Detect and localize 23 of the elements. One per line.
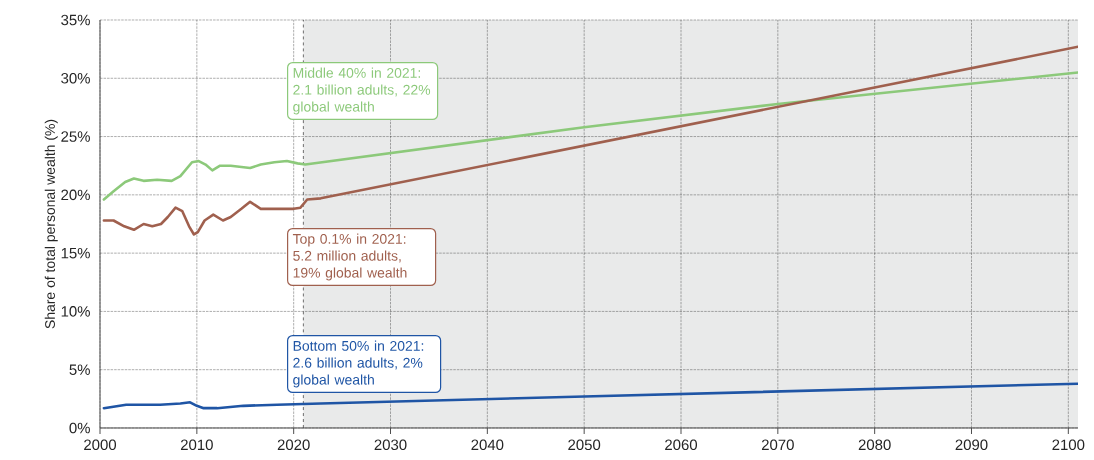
y-tick-label: 25% [61,131,90,142]
x-tick-label: 2000 [84,439,117,451]
y-tick-label: 10% [61,306,90,317]
y-axis-title: Share of total personal wealth (%) [44,119,58,329]
x-tick-label: 2070 [761,439,794,451]
x-tick-label: 2050 [568,439,601,451]
annotation: Top 0.1% in 2021: 5.2 million adults, 19% global wealth [292,233,407,281]
y-tick-label: 20% [61,189,90,201]
x-tick-label: 2060 [665,439,698,451]
annotation: Middle 40% in 2021: 2.1 billion adults, 22% global wealth [293,67,431,115]
x-tick-label: 2010 [180,439,213,451]
y-tick-label: 35% [61,14,90,26]
annotation: Bottom 50% in 2021: 2.6 billion adults, 2% global wealth [293,340,424,388]
x-tick-label: 2080 [858,439,891,451]
y-tick-label: 30% [61,72,90,84]
x-tick-label: 2040 [471,439,504,451]
x-tick-label: 2100 [1052,439,1085,451]
x-tick-label: 2030 [374,439,407,451]
x-tick-label: 2020 [277,439,310,451]
y-tick-label: 0% [69,422,90,434]
y-tick-label: 15% [61,247,90,259]
x-tick-label: 2090 [955,439,988,451]
y-tick-label: 5% [69,364,90,375]
